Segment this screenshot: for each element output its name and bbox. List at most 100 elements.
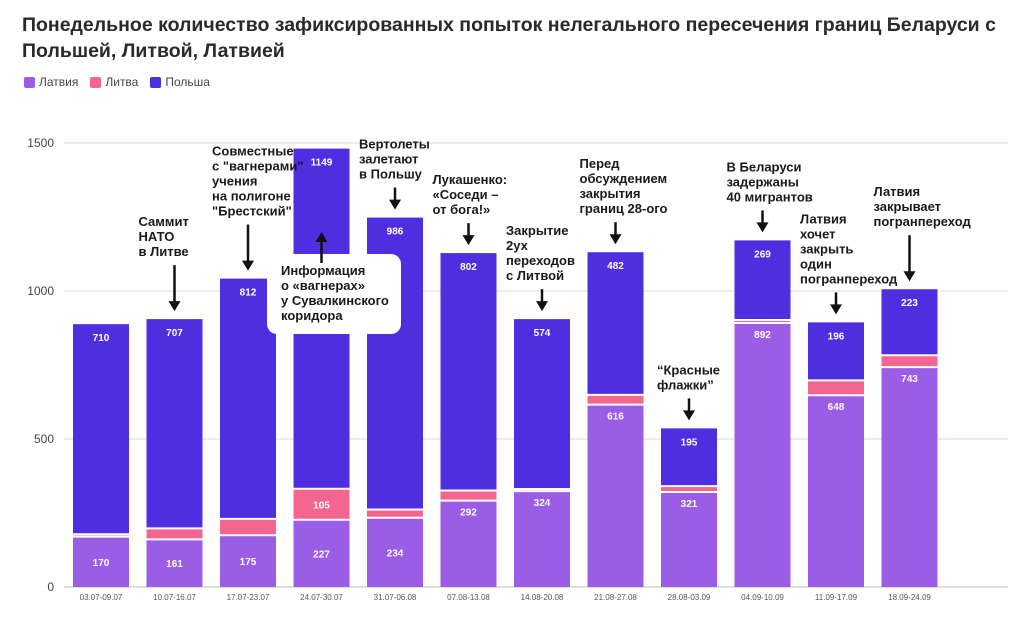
bar-segment-lithuania [440, 490, 497, 501]
annotation: Лукашенко:«Соседи –от бога!» [433, 172, 507, 246]
annotation-text: обсуждением [580, 171, 668, 186]
annotation-text: Латвия [874, 184, 921, 199]
value-label-latvia: 161 [166, 559, 183, 570]
annotation-text: о «вагнерах» [281, 278, 365, 293]
legend-item-poland: Польша [150, 75, 210, 89]
annotation-text: Латвия [800, 211, 847, 226]
annotation-arrow-head [756, 222, 769, 233]
y-tick-label: 1000 [27, 284, 54, 298]
annotation-text: 40 мигрантов [727, 189, 813, 204]
value-label-poland: 223 [901, 298, 918, 309]
y-tick-label: 500 [34, 432, 54, 446]
bar-segment-lithuania [293, 488, 350, 520]
annotation-text: границ 28-ого [580, 201, 668, 216]
value-label-latvia: 227 [313, 549, 330, 560]
x-tick-label: 03.07-09.07 [80, 593, 123, 602]
value-label-latvia: 175 [240, 557, 257, 568]
legend-item-latvia: Латвия [24, 75, 78, 89]
value-label-latvia: 292 [460, 508, 477, 519]
bar-segment-latvia [514, 491, 570, 587]
x-tick-label: 10.07-16.07 [153, 593, 196, 602]
x-tick-label: 04.09-10.09 [741, 593, 784, 602]
value-label-poland: 812 [240, 288, 257, 299]
value-label-poland: 482 [607, 261, 624, 272]
bar-segment-latvia [146, 539, 203, 587]
bar-segment-latvia [661, 491, 717, 587]
annotation-arrow-head [609, 234, 622, 245]
value-label-latvia: 616 [607, 412, 624, 423]
bar-segment-poland [808, 322, 864, 381]
value-label-poland: 802 [460, 262, 477, 273]
annotation-arrow-head [462, 235, 475, 246]
bar-segment-lithuania [367, 509, 423, 518]
value-label-latvia: 743 [901, 374, 918, 385]
legend-swatch-lithuania [90, 76, 102, 88]
x-tick-label: 18.09-24.09 [888, 593, 931, 602]
annotation-arrow-head [315, 232, 328, 242]
annotation-text: "Брестский" [212, 204, 292, 219]
value-label-latvia: 648 [828, 402, 845, 413]
value-label-poland: 1149 [311, 158, 333, 169]
annotation-text: погранпереход [874, 214, 972, 229]
bar-segment-poland [514, 319, 570, 490]
annotation-text: в Польшу [359, 167, 423, 182]
bar-segment-latvia [808, 395, 864, 587]
annotation-text: с "вагнерами" [212, 159, 304, 174]
annotation-arrow-head [242, 260, 254, 271]
bar-segment-latvia [734, 322, 791, 587]
bar-segment-latvia [293, 519, 350, 587]
annotation-arrow-head [830, 304, 842, 315]
bar-segment-lithuania [514, 489, 570, 492]
annotation-text: В Беларуси [727, 159, 802, 174]
value-label-latvia: 324 [534, 498, 551, 509]
annotation-text: закрыть [800, 241, 853, 256]
annotation-text: Совместные [212, 144, 294, 159]
bar-segment-latvia [73, 536, 129, 587]
legend-label-lithuania: Литва [105, 75, 139, 89]
x-tick-label: 24.07-30.07 [300, 593, 343, 602]
value-label-latvia: 234 [387, 548, 404, 559]
bar-segment-poland [734, 240, 791, 321]
y-tick-label: 0 [47, 580, 54, 594]
annotation-text: флажки” [657, 377, 714, 392]
bar-segment-poland [881, 289, 938, 356]
annotation-text: переходов [506, 253, 575, 268]
bar-segment-poland [73, 324, 129, 535]
value-label-poland: 269 [754, 249, 771, 260]
x-tick-label: 11.09-17.09 [815, 593, 858, 602]
annotation-box [267, 254, 401, 334]
bar-segment-lithuania [146, 528, 203, 540]
annotation-text: 2ух [506, 238, 529, 253]
x-tick-label: 31.07-06.08 [374, 593, 417, 602]
bar-segment-latvia [440, 500, 497, 587]
legend: Латвия Литва Польша [24, 75, 210, 89]
annotation-text: закрытия [580, 186, 641, 201]
legend-swatch-poland [150, 76, 162, 88]
bars: 170 710 161 707 175 812 227 105 1149 234 986 292 802… [73, 148, 938, 587]
bar-segment-latvia [220, 535, 276, 587]
x-tick-label: 28.08-03.09 [668, 593, 711, 602]
x-tick-label: 21.08-27.08 [594, 593, 637, 602]
legend-label-latvia: Латвия [39, 75, 79, 89]
annotation-text: учения [212, 174, 257, 189]
annotation-text: от бога!» [433, 202, 491, 217]
annotation-text: с Литвой [506, 268, 564, 283]
y-tick-label: 1500 [27, 136, 54, 150]
annotation-text: коридора [281, 308, 343, 323]
bar-segment-latvia [367, 517, 423, 587]
annotation-text: НАТО [139, 229, 175, 244]
annotation-arrow-head [536, 301, 548, 312]
x-tick-label: 14.08-20.08 [521, 593, 564, 602]
bar-segment-lithuania [734, 320, 791, 323]
x-tick-label: 17.07-23.07 [227, 593, 270, 602]
legend-label-poland: Польша [165, 75, 210, 89]
